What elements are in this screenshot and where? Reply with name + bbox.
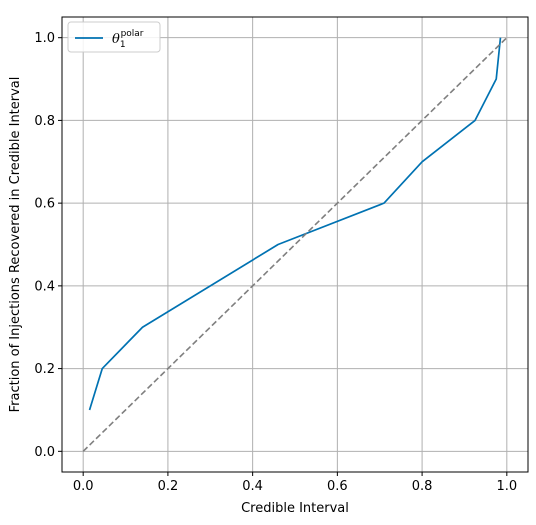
y-tick-label: 1.0 bbox=[34, 31, 55, 46]
ticks: 0.0 0.2 0.4 0.6 0.8 1.0 0.0 0.2 0.4 0.6 0.8 1.0 bbox=[34, 31, 517, 494]
x-tick-label: 1.0 bbox=[496, 479, 517, 494]
x-tick-label: 0.2 bbox=[158, 479, 179, 494]
x-tick-label: 0.6 bbox=[327, 479, 348, 494]
plot-frame bbox=[61, 16, 529, 473]
y-tick-label: 0.2 bbox=[34, 362, 55, 377]
series-layer bbox=[82, 37, 508, 452]
series-line-theta1-polar bbox=[88, 37, 502, 411]
y-tick-label: 0.0 bbox=[34, 445, 55, 460]
legend: θ1polar bbox=[67, 21, 161, 53]
x-tick-label: 0.8 bbox=[412, 479, 433, 494]
x-tick-label: 0.0 bbox=[73, 479, 94, 494]
y-tick-label: 0.8 bbox=[34, 114, 55, 129]
legend-box bbox=[67, 21, 161, 53]
y-tick-label: 0.4 bbox=[34, 279, 55, 294]
x-tick-label: 0.4 bbox=[242, 479, 263, 494]
x-axis-label: Credible Interval bbox=[241, 501, 349, 516]
y-axis-label: Fraction of Injections Recovered in Cred… bbox=[8, 77, 23, 413]
legend-label: θ1polar bbox=[112, 29, 144, 50]
diagonal-reference-line bbox=[82, 37, 508, 452]
y-tick-label: 0.6 bbox=[34, 197, 55, 212]
